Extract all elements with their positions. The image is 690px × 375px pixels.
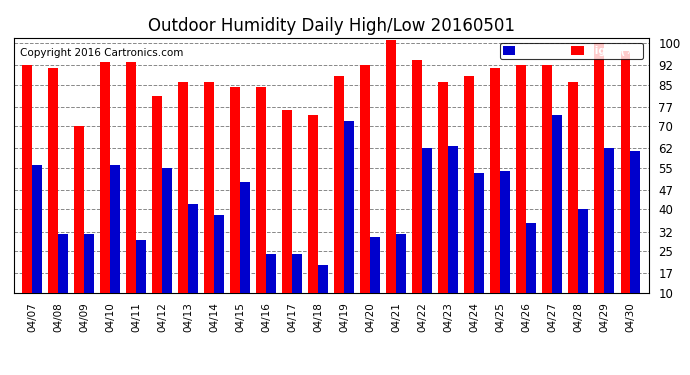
Bar (552, 115, 562, 292)
Bar (126, 63, 136, 292)
Bar (188, 204, 198, 292)
Bar (178, 82, 188, 292)
Bar (204, 82, 214, 292)
Bar (136, 240, 146, 292)
Bar (48, 68, 58, 292)
Bar (438, 82, 449, 292)
Bar (32, 165, 42, 292)
Bar (620, 51, 631, 292)
Bar (464, 76, 474, 292)
Bar (526, 223, 536, 292)
Bar (22, 65, 32, 292)
Bar (578, 209, 589, 292)
Bar (413, 60, 422, 292)
Bar (292, 254, 302, 292)
Bar (631, 151, 640, 292)
Bar (266, 254, 276, 292)
Bar (422, 148, 432, 292)
Bar (491, 68, 500, 292)
Bar (110, 165, 120, 292)
Bar (230, 87, 240, 292)
Bar (386, 40, 396, 292)
Text: Copyright 2016 Cartronics.com: Copyright 2016 Cartronics.com (20, 48, 184, 58)
Bar (335, 76, 344, 292)
Legend: Low  (%), High  (%): Low (%), High (%) (500, 43, 643, 59)
Bar (256, 87, 266, 292)
Bar (84, 234, 94, 292)
Bar (214, 215, 224, 292)
Bar (448, 146, 458, 292)
Bar (604, 148, 614, 292)
Bar (100, 63, 110, 292)
Bar (595, 43, 604, 292)
Bar (516, 65, 526, 292)
Bar (396, 234, 406, 292)
Bar (162, 168, 172, 292)
Bar (542, 65, 552, 292)
Title: Outdoor Humidity Daily High/Low 20160501: Outdoor Humidity Daily High/Low 20160501 (148, 16, 515, 34)
Bar (74, 126, 84, 292)
Bar (569, 82, 578, 292)
Bar (58, 234, 68, 292)
Bar (474, 173, 484, 292)
Bar (308, 115, 318, 292)
Bar (360, 65, 371, 292)
Bar (344, 121, 354, 292)
Bar (500, 171, 510, 292)
Bar (282, 110, 292, 292)
Bar (240, 182, 250, 292)
Bar (152, 96, 162, 292)
Bar (371, 237, 380, 292)
Bar (318, 265, 328, 292)
